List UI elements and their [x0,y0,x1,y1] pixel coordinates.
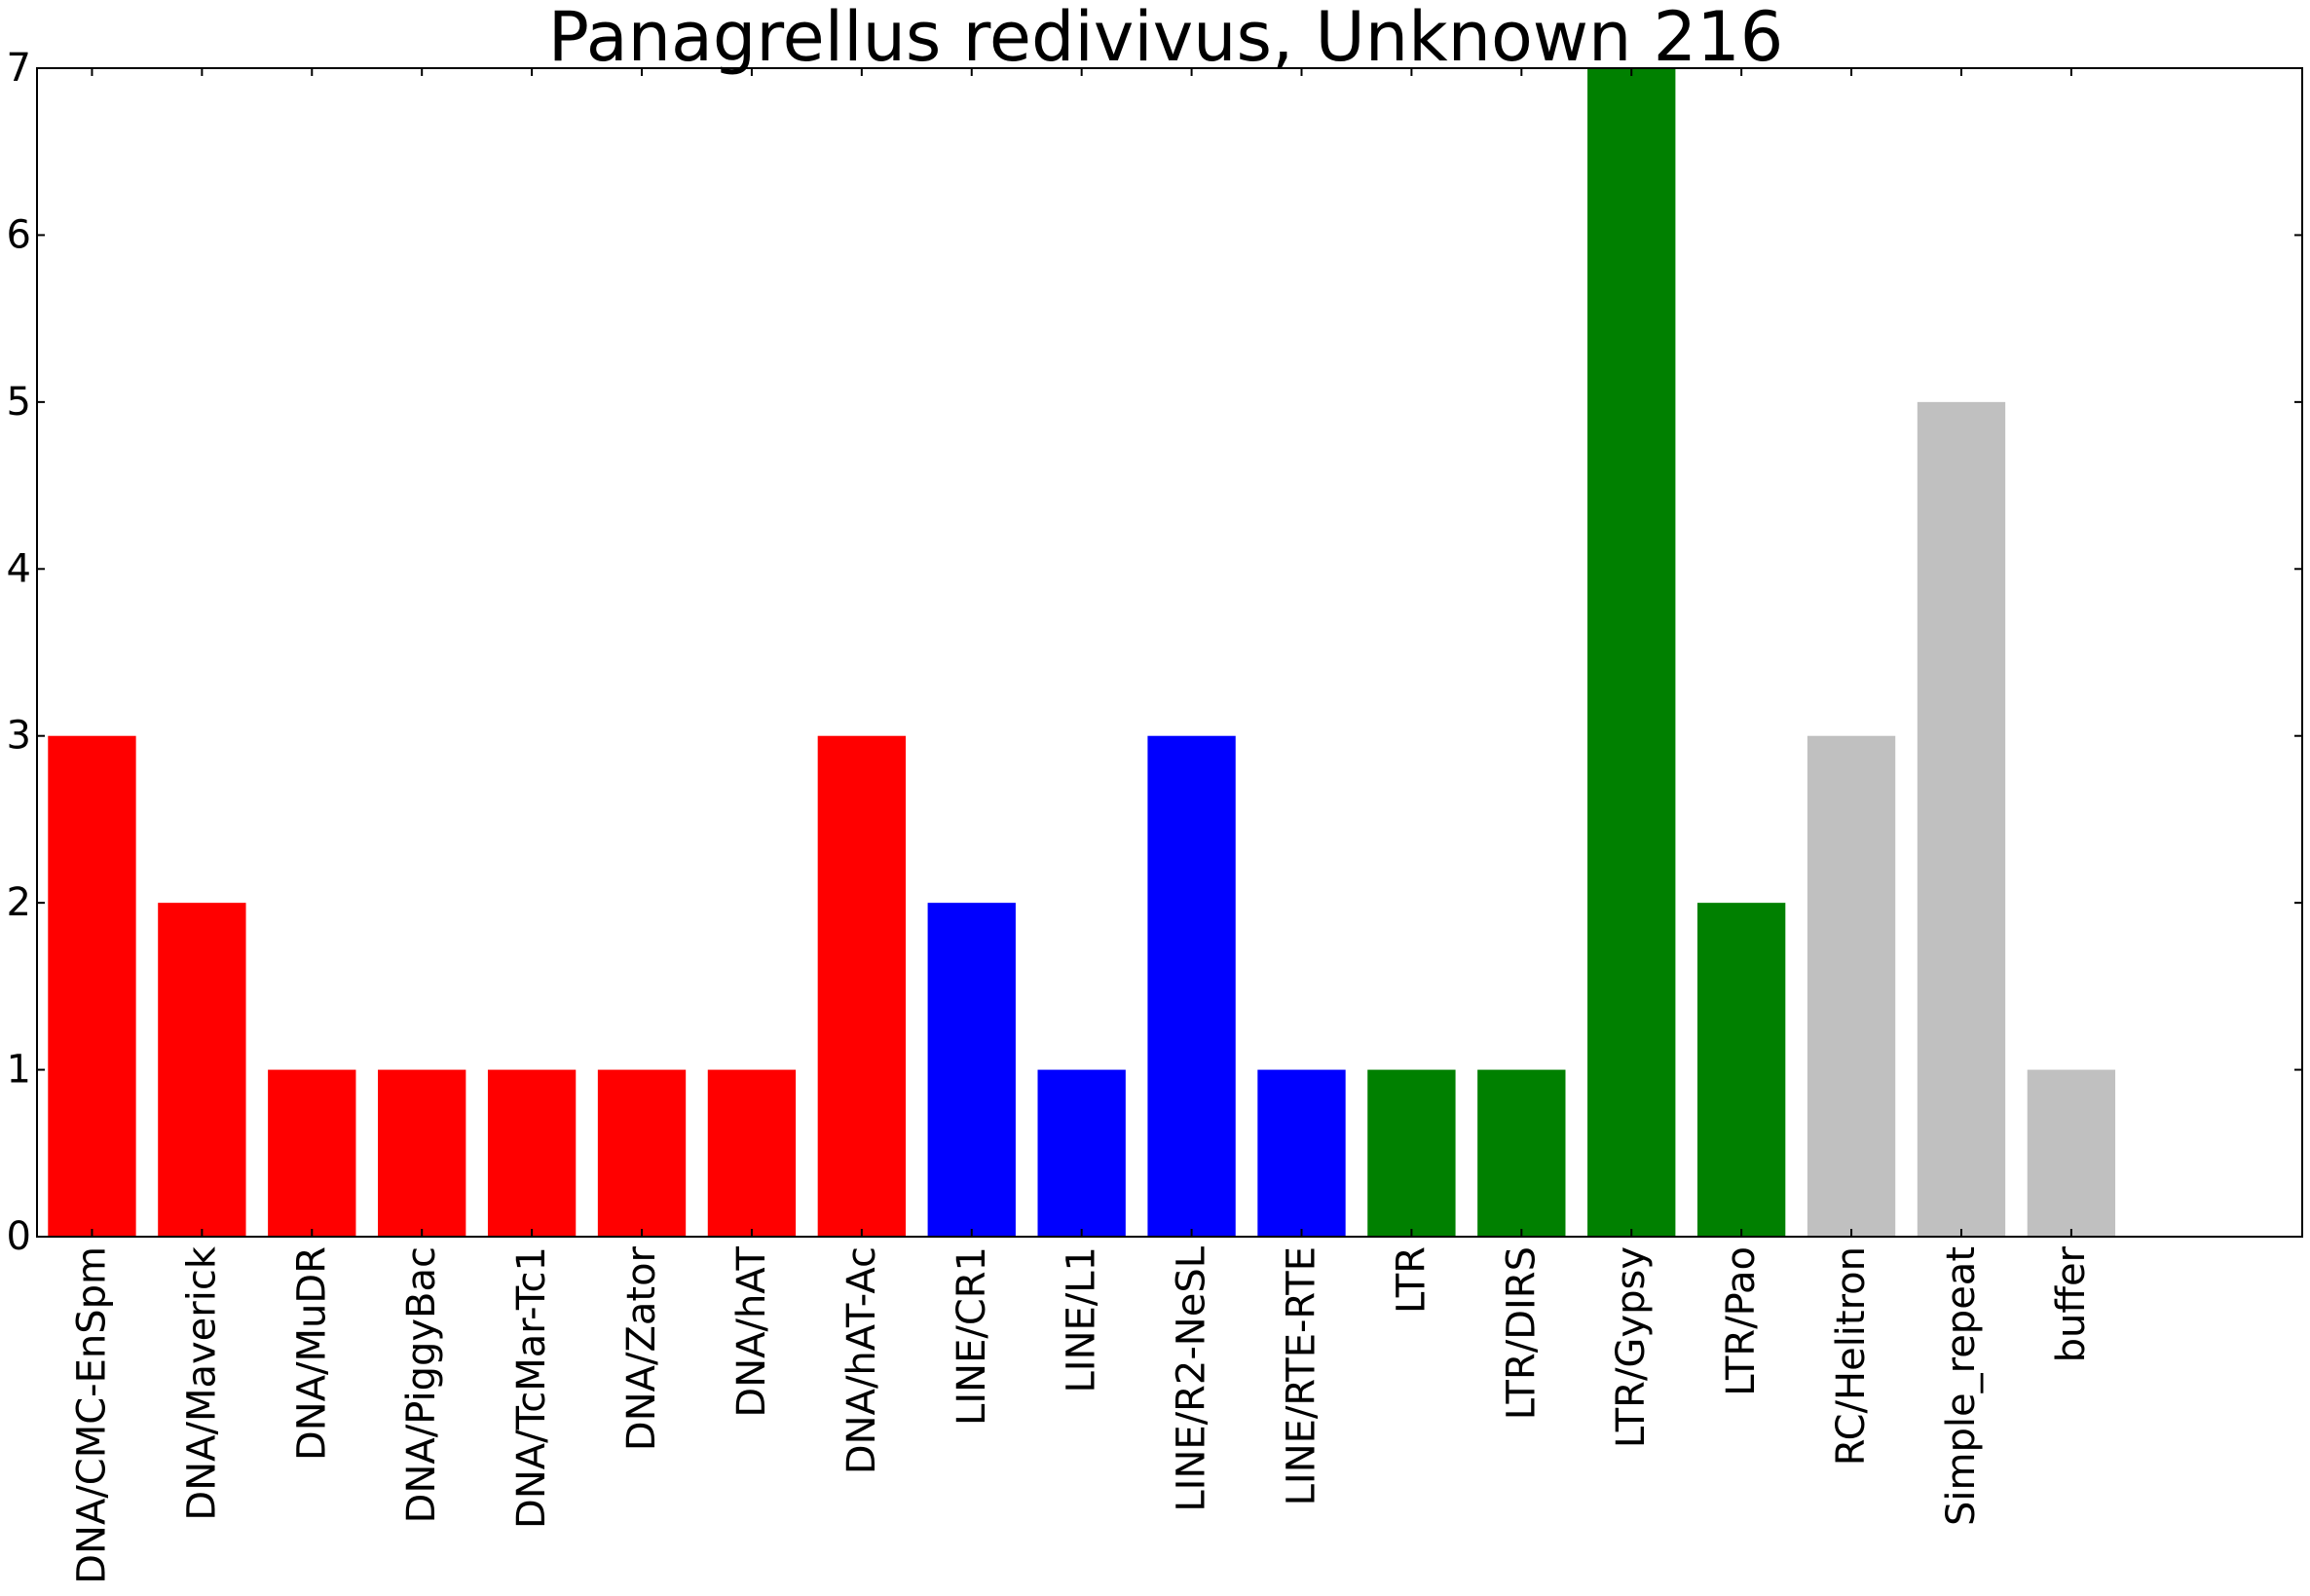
plot-area-frame [36,67,2303,1238]
y-tick-label: 5 [7,380,31,425]
x-tick-label: DNA/hAT [729,1245,774,1417]
bar-simple-repeat [1917,401,2006,1237]
y-tick-label: 3 [7,714,31,759]
bar-dna-hat-ac [817,735,907,1237]
bar-dna-piggybac [378,1069,466,1237]
x-tick-label: LINE/L1 [1060,1246,1104,1393]
x-tick-label: DNA/TcMar-Tc1 [509,1246,554,1529]
axis-ticks [37,67,2302,1238]
bar-line-rte-rte [1257,1069,1346,1237]
x-tick-label: DNA/MuDR [289,1246,334,1461]
bar-ltr-dirs [1477,1069,1566,1237]
bar-dna-tcmar-tc1 [487,1069,577,1237]
bar-dna-maverick [158,903,246,1237]
bar-ltr [1367,1069,1456,1237]
x-tick-label: RC/Helitron [1829,1246,1874,1466]
y-tick-label: 6 [7,212,31,257]
bar-ltr-gypsy [1587,68,1676,1237]
x-tick-label: DNA/PiggyBac [399,1246,444,1523]
x-tick-label: Simple_repeat [1939,1246,1984,1526]
bars [48,68,2116,1237]
bar-ltr-pao [1696,903,1786,1237]
bar-line-l1 [1037,1069,1126,1237]
x-tick-label: DNA/Maverick [179,1245,224,1520]
x-tick-label: LTR [1389,1246,1434,1314]
x-tick-label: LINE/CR1 [950,1246,994,1426]
bar-rc-helitron [1807,735,1896,1237]
x-tick-label: buffer [2049,1245,2094,1362]
bar-line-cr1 [927,903,1016,1237]
chart-title: Panagrellus redivivus, Unknown 216 [548,0,1784,77]
x-tick-label: LTR/Gypsy [1609,1246,1654,1448]
bar-buffer [2027,1069,2116,1237]
x-axis-tick-labels: DNA/CMC-EnSpm DNA/Maverick DNA/MuDR DNA/Pig… [69,1245,2093,1584]
x-tick-label: DNA/CMC-EnSpm [69,1246,114,1584]
x-tick-label: DNA/Zator [619,1245,664,1451]
x-tick-label: LTR/Pao [1719,1246,1764,1396]
x-tick-label: LTR/DIRS [1499,1246,1544,1420]
y-tick-label: 4 [7,546,31,591]
y-tick-label: 0 [7,1214,31,1259]
x-tick-label: LINE/RTE-RTE [1279,1246,1323,1505]
y-tick-label: 2 [7,880,31,925]
bar-dna-hat [707,1069,797,1237]
x-tick-label: DNA/hAT-Ac [839,1246,884,1474]
bar-line-r2-nesl [1147,735,1236,1237]
x-tick-label: LINE/R2-NeSL [1170,1245,1214,1511]
bar-dna-mudr [268,1069,356,1237]
bar-dna-zator [597,1069,687,1237]
y-tick-label: 1 [7,1048,31,1093]
bar-dna-cmc-enspm [48,735,136,1237]
y-tick-label: 7 [7,46,31,91]
y-axis-tick-labels: 0 1 2 3 4 5 6 7 [7,46,31,1259]
